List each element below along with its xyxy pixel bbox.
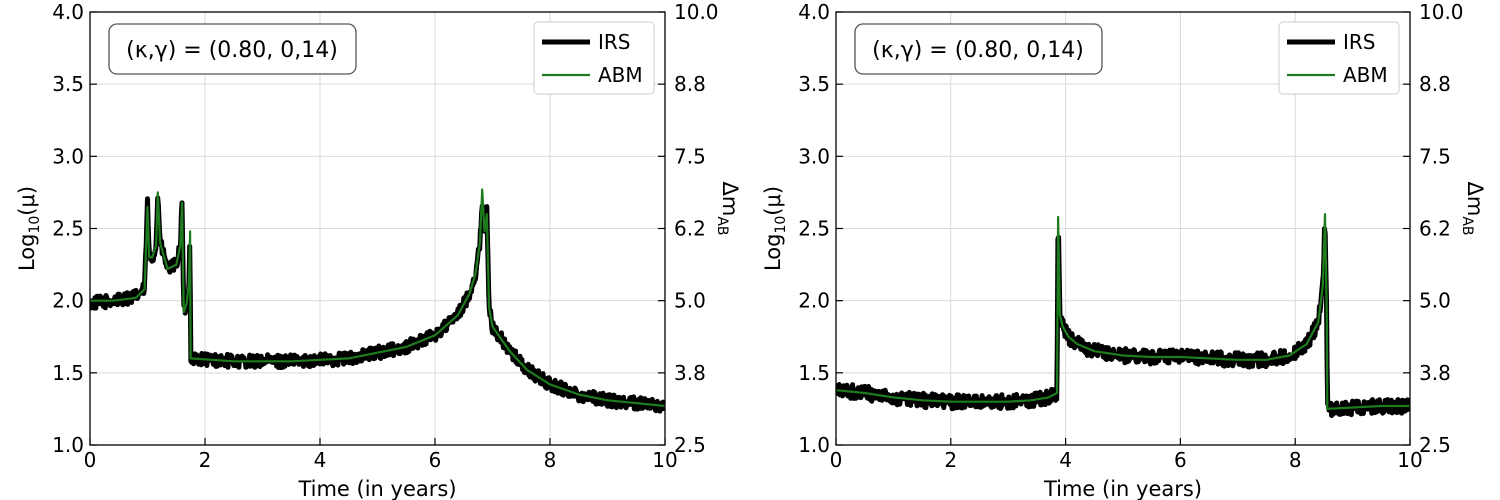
y2-tick-label: 10.0 <box>674 0 719 24</box>
y2-tick-label: 2.5 <box>674 433 706 457</box>
x-tick-label: 8 <box>544 448 557 472</box>
series-line-abm <box>836 213 1410 410</box>
x-axis-title: Time (in years) <box>297 477 456 500</box>
y2-tick-label: 6.2 <box>1419 217 1451 241</box>
y-axis-title-sub: 10 <box>773 216 789 234</box>
y-tick-label: 1.0 <box>52 433 84 457</box>
y2-axis-title-sub: AB <box>1459 216 1475 235</box>
y-axis-title-main: Log <box>15 234 39 272</box>
x-tick-label: 8 <box>1289 448 1302 472</box>
x-tick-label: 0 <box>830 448 843 472</box>
y-tick-label: 4.0 <box>52 0 84 24</box>
x-axis-title: Time (in years) <box>1043 477 1202 500</box>
y-tick-label: 1.0 <box>798 433 830 457</box>
y-axis-title-suffix: (μ) <box>761 186 785 216</box>
y-axis-title: Log10(μ) <box>761 186 789 271</box>
y-tick-label: 3.5 <box>798 72 830 96</box>
y-tick-label: 3.0 <box>798 144 830 168</box>
y2-axis-title: ΔmAB <box>1459 181 1487 235</box>
axes-frame <box>89 11 666 446</box>
x-tick-label: 2 <box>199 448 212 472</box>
y-axis-title-suffix: (μ) <box>15 186 39 216</box>
x-tick-label: 10 <box>652 448 677 472</box>
y-tick-label: 1.5 <box>798 361 830 385</box>
param-box <box>854 23 1103 75</box>
y2-tick-label: 6.2 <box>674 217 706 241</box>
y2-tick-label: 8.8 <box>1419 72 1451 96</box>
x-tick-label: 0 <box>84 448 97 472</box>
y2-axis-title-main: Δm <box>1463 181 1487 216</box>
y2-tick-label: 3.8 <box>674 361 706 385</box>
panel-right: 0 2 4 6 8 10 1.0 1.5 2.0 2.5 3.0 3.5 4.0 2.5 3.8 5.0 6.2… <box>761 0 1487 500</box>
y2-tick-label: 2.5 <box>1419 433 1451 457</box>
legend-label-irs: IRS <box>598 30 631 54</box>
legend-label-irs: IRS <box>1343 30 1376 54</box>
y2-axis-title: ΔmAB <box>714 181 742 235</box>
y-tick-label: 2.5 <box>52 217 84 241</box>
series-line-abm <box>90 188 665 408</box>
y2-tick-label: 5.0 <box>674 289 706 313</box>
legend-label-abm: ABM <box>1343 63 1388 87</box>
x-tick-label: 6 <box>429 448 442 472</box>
y-tick-label: 3.5 <box>52 72 84 96</box>
y-tick-label: 1.5 <box>52 361 84 385</box>
y2-tick-label: 3.8 <box>1419 361 1451 385</box>
x-tick-label: 4 <box>1059 448 1072 472</box>
axes-frame <box>835 11 1411 446</box>
y-tick-label: 3.0 <box>52 144 84 168</box>
param-box <box>108 23 357 75</box>
x-tick-label: 2 <box>944 448 957 472</box>
y-tick-label: 2.0 <box>52 289 84 313</box>
y-tick-label: 2.0 <box>798 289 830 313</box>
param-annotation: (κ,γ) = (0.80, 0,14) <box>126 38 338 63</box>
y2-axis-title-sub: AB <box>714 216 730 235</box>
y2-tick-label: 8.8 <box>674 72 706 96</box>
y-tick-label: 2.5 <box>798 217 830 241</box>
y2-tick-label: 10.0 <box>1419 0 1464 24</box>
y-axis-title-sub: 10 <box>27 216 43 234</box>
param-annotation: (κ,γ) = (0.80, 0,14) <box>872 38 1084 63</box>
y2-axis-title-main: Δm <box>718 181 742 216</box>
y-axis-title-main: Log <box>761 234 785 272</box>
legend-label-abm: ABM <box>598 63 643 87</box>
y2-tick-label: 7.5 <box>1419 144 1451 168</box>
panel-left: 0 2 4 6 8 10 1.0 1.5 2.0 2.5 3.0 3.5 4.0 2.5 3.8 5.0 6.2… <box>15 0 742 500</box>
y-axis-title: Log10(μ) <box>15 186 43 271</box>
x-tick-label: 4 <box>314 448 327 472</box>
x-tick-label: 10 <box>1397 448 1422 472</box>
y2-tick-label: 7.5 <box>674 144 706 168</box>
y2-tick-label: 5.0 <box>1419 289 1451 313</box>
y-tick-label: 4.0 <box>798 0 830 24</box>
x-tick-label: 6 <box>1174 448 1187 472</box>
